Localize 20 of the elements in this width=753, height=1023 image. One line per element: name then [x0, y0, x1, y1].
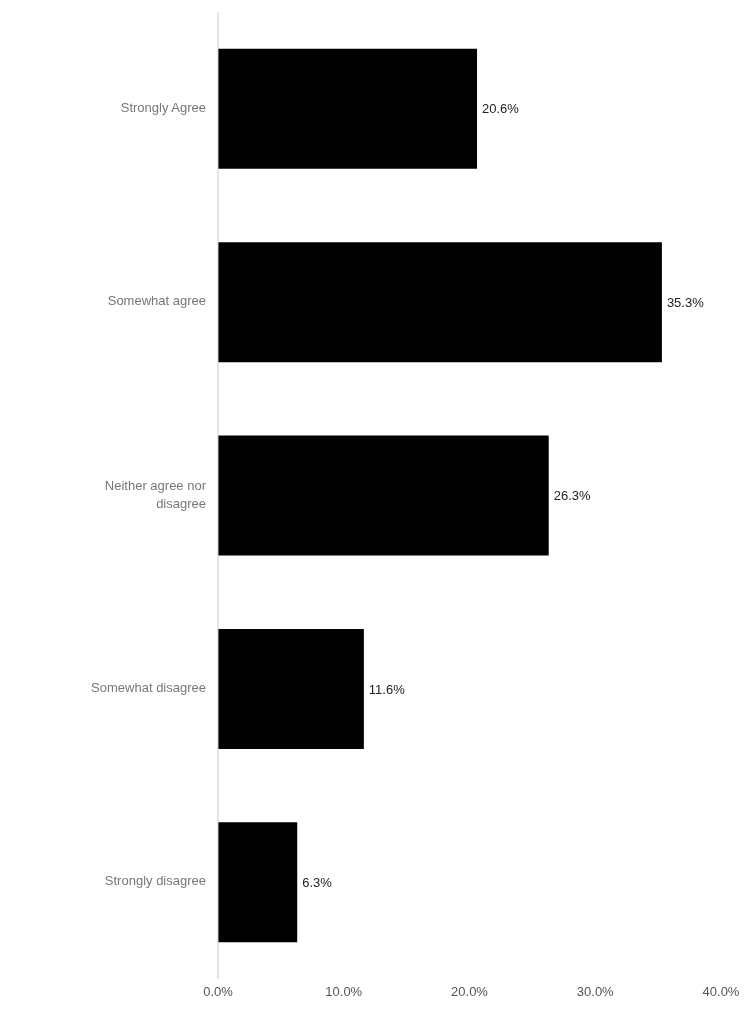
- y-tick-label: Strongly Agree: [120, 100, 206, 116]
- bar: [218, 628, 364, 749]
- x-tick-label: 20.0%: [451, 984, 489, 1000]
- y-tick-label: Neither agree nor disagree: [104, 477, 207, 511]
- y-tick-label: Somewhat disagree: [91, 680, 206, 696]
- y-tick-label: Strongly disagree: [104, 873, 206, 889]
- data-label: 6.3%: [302, 874, 333, 890]
- data-label: 26.3%: [553, 488, 592, 504]
- bar: [218, 435, 549, 556]
- bar: [218, 822, 298, 943]
- bar: [218, 242, 662, 363]
- x-tick-label: 40.0%: [702, 984, 740, 1000]
- data-label: 20.6%: [482, 101, 520, 117]
- y-tick-label: Somewhat agree: [107, 293, 206, 309]
- x-tick-label: 0.0%: [203, 984, 234, 1000]
- data-label: 11.6%: [368, 681, 406, 697]
- x-tick-label: 30.0%: [576, 984, 615, 1000]
- x-tick-label: 10.0%: [325, 984, 363, 1000]
- data-label: 35.3%: [666, 294, 705, 310]
- bar: [218, 48, 478, 169]
